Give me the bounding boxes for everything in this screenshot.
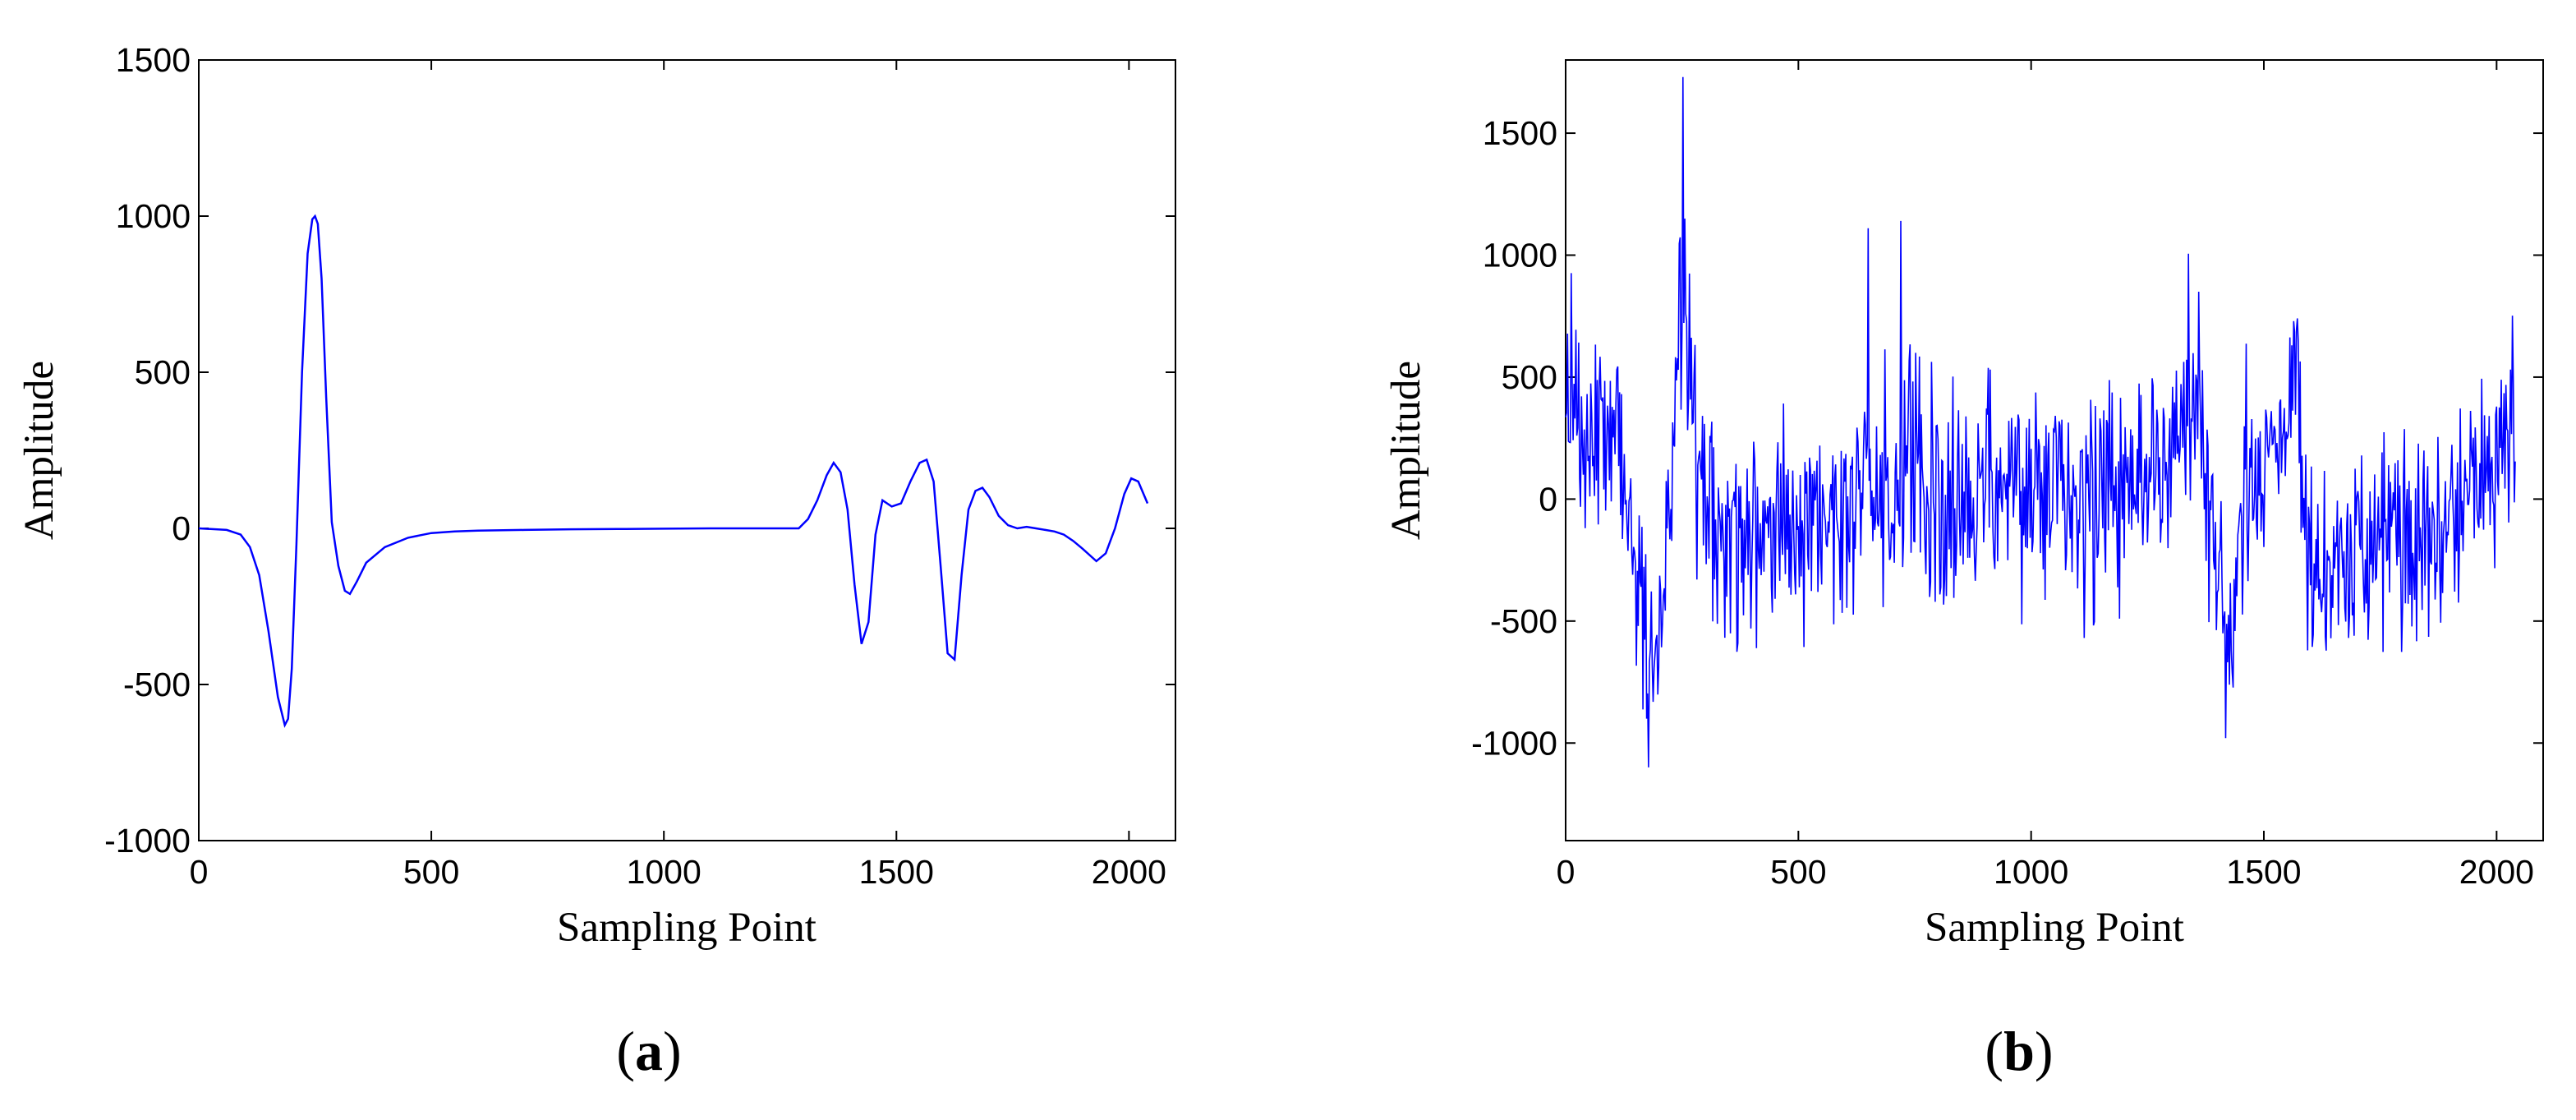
- y-tick-label: -500: [123, 666, 191, 703]
- x-tick-label: 0: [1557, 853, 1576, 891]
- y-tick-label: 500: [1502, 358, 1557, 396]
- panel-b-plot-area: [1565, 59, 2544, 841]
- panel-b-y-ticks: -1000 -500 0 500 1000 1500: [1471, 114, 2543, 762]
- panel-a-plot-area: [198, 59, 1176, 841]
- y-tick-label: -500: [1490, 602, 1557, 640]
- panel-a: 0 500 1000 1500 2000 -1000 -500 0 500 1000 1500 S…: [16, 41, 1176, 1082]
- x-tick-label: 1500: [859, 853, 934, 891]
- x-tick-label: 1500: [2226, 853, 2301, 891]
- y-tick-label: -1000: [104, 822, 191, 860]
- y-tick-label: 0: [172, 509, 191, 547]
- panel-a-y-ticks: -1000 -500 0 500 1000 1500: [104, 41, 1175, 860]
- x-tick-label: 500: [1770, 853, 1826, 891]
- panel-b: 0 500 1000 1500 2000 -1000 -500 0 500 1000 1500 S…: [1383, 59, 2544, 1082]
- x-tick-label: 1000: [627, 853, 702, 891]
- y-tick-label: 500: [135, 353, 191, 391]
- x-tick-label: 1000: [1994, 853, 2068, 891]
- x-tick-label: 500: [403, 853, 459, 891]
- x-tick-label: 2000: [2459, 853, 2534, 891]
- y-tick-label: -1000: [1471, 724, 1557, 762]
- panel-b-label-letter: b: [2003, 1020, 2035, 1082]
- panel-b-x-axis-title: Sampling Point: [1925, 905, 2184, 951]
- y-tick-label: 0: [1539, 480, 1557, 518]
- panel-a-label: (a): [616, 1020, 681, 1082]
- panel-a-x-ticks: 0 500 1000 1500 2000: [190, 60, 1166, 891]
- panel-a-x-axis-title: Sampling Point: [557, 905, 816, 951]
- y-tick-label: 1000: [1483, 237, 1557, 274]
- panel-b-series-line: [1565, 76, 2516, 767]
- y-tick-label: 1500: [116, 41, 191, 79]
- panel-b-label: (b): [1985, 1020, 2053, 1082]
- panel-b-y-axis-title: Amplitude: [1383, 361, 1429, 540]
- y-tick-label: 1000: [116, 197, 191, 235]
- panel-a-series-line: [198, 214, 1149, 728]
- x-tick-label: 2000: [1092, 853, 1166, 891]
- panel-a-label-letter: a: [635, 1020, 663, 1082]
- panel-b-x-ticks: 0 500 1000 1500 2000: [1557, 60, 2534, 891]
- panel-a-y-axis-title: Amplitude: [16, 361, 62, 540]
- y-tick-label: 1500: [1483, 114, 1557, 152]
- x-tick-label: 0: [190, 853, 209, 891]
